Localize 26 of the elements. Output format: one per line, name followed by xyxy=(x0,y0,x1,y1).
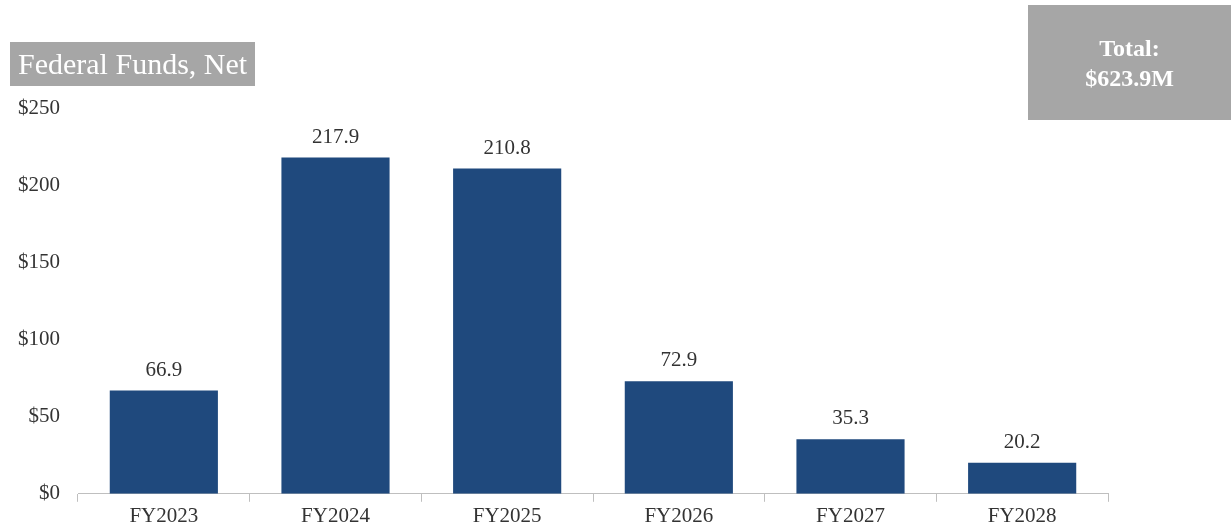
chart-title: Federal Funds, Net xyxy=(10,42,256,86)
text-box: Total: $623.9M xyxy=(1028,5,1231,120)
bar xyxy=(453,168,562,494)
x-tick-label: FY2024 xyxy=(301,502,371,527)
y-tick-label: $250 xyxy=(18,94,60,119)
x-tick-label: FY2027 xyxy=(816,502,885,527)
y-tick-label: $50 xyxy=(28,403,60,428)
x-tick-label: FY2028 xyxy=(987,502,1057,527)
x-tick-label: FY2025 xyxy=(472,502,542,527)
data-label: 210.8 xyxy=(483,134,531,159)
data-label: 217.9 xyxy=(311,123,360,148)
bar xyxy=(281,157,390,494)
data-label: 35.3 xyxy=(832,405,869,430)
y-tick-label: $0 xyxy=(39,480,60,505)
x-tick-label: FY2026 xyxy=(644,502,714,527)
data-label: 66.9 xyxy=(145,356,183,381)
bar xyxy=(109,390,218,494)
x-tick-label: FY2023 xyxy=(129,502,199,527)
bar xyxy=(968,462,1077,494)
data-label: 72.9 xyxy=(660,347,698,372)
y-tick-label: $150 xyxy=(18,248,60,273)
bar xyxy=(796,439,905,494)
y-tick-label: $100 xyxy=(18,326,60,350)
y-tick-label: $200 xyxy=(18,171,60,196)
data-label: 20.2 xyxy=(1003,428,1041,453)
bar xyxy=(624,381,733,494)
